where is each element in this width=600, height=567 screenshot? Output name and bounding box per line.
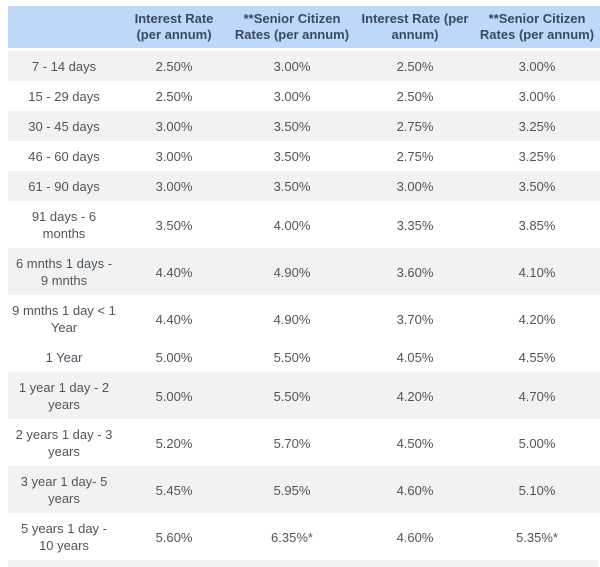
rate-cell: 4.00%	[273, 217, 311, 233]
rate-cell: 3.50%	[155, 217, 193, 233]
tenure-cell: 46 - 60 days	[28, 149, 100, 164]
rate-cell: 5.35%*	[516, 529, 558, 545]
rate-cell: 3.00%	[518, 89, 556, 104]
rate-cell: 4.70%	[474, 372, 600, 419]
rate-cell: 5.00%	[120, 372, 228, 419]
rate-cell: 3.25%	[518, 149, 556, 164]
header-tenure-blank	[8, 6, 120, 51]
rate-cell: 2.50%	[155, 89, 193, 104]
rate-cell: 2.75%	[356, 111, 474, 141]
table-row: 3 year 1 day- 5 years 5.45% 5.95% 4.60% 5.10…	[8, 466, 600, 513]
table-row: 9 mnths 1 day < 1 Year 4.40% 4.90% 3.70% 4.2…	[8, 295, 600, 342]
rate-cell: 5.00%	[518, 435, 556, 451]
rate-cell: 2.50%	[120, 49, 228, 81]
rate-cell: 3.00%	[228, 49, 356, 81]
tenure-cell: 5 years 1 day - 10 years	[21, 521, 107, 553]
partial-next-row-strip	[8, 560, 598, 567]
table-row: 5 years 1 day - 10 years 5.60% 6.35%* 4.60%…	[8, 513, 600, 560]
rate-cell: 3.00%	[474, 49, 600, 81]
tenure-cell: 3 year 1 day- 5 years	[8, 466, 120, 513]
rate-cell: 5.50%	[273, 350, 311, 365]
table-row: 1 year 1 day - 2 years 5.00% 5.50% 4.20% 4.7…	[8, 372, 600, 419]
table-row: 30 - 45 days 3.00% 3.50% 2.75% 3.25%	[8, 111, 600, 141]
tenure-cell: 1 year 1 day - 2 years	[8, 372, 120, 419]
table-row: 46 - 60 days 3.00% 3.50% 2.75% 3.25%	[8, 141, 600, 171]
rate-cell: 4.60%	[356, 466, 474, 513]
tenure-cell: 7 - 14 days	[8, 49, 120, 81]
rates-table-container: Interest Rate (per annum) **Senior Citiz…	[8, 6, 600, 560]
header-senior-citizen-1: **Senior Citizen Rates (per annum)	[228, 6, 356, 51]
rate-cell: 3.50%	[273, 149, 311, 164]
rate-cell: 5.20%	[155, 435, 193, 451]
rate-cell: 3.00%	[273, 89, 311, 104]
header-senior-citizen-2: **Senior Citizen Rates (per annum)	[474, 6, 600, 51]
table-row: 61 - 90 days 3.00% 3.50% 3.00% 3.50%	[8, 171, 600, 201]
table-row: 6 mnths 1 days - 9 mnths 4.40% 4.90% 3.60% 4…	[8, 248, 600, 295]
tenure-cell: 9 mnths 1 day < 1 Year	[12, 303, 116, 335]
rate-cell: 2.50%	[396, 89, 434, 104]
rate-cell: 3.00%	[120, 111, 228, 141]
rate-cell: 3.25%	[474, 111, 600, 141]
rate-cell: 3.00%	[356, 171, 474, 201]
rate-cell: 4.40%	[155, 311, 193, 327]
tenure-cell: 15 - 29 days	[28, 89, 100, 104]
rate-cell: 4.90%	[273, 311, 311, 327]
table-row: 7 - 14 days 2.50% 3.00% 2.50% 3.00%	[8, 49, 600, 81]
header-row: Interest Rate (per annum) **Senior Citiz…	[8, 6, 600, 51]
header-interest-rate-2: Interest Rate (per annum)	[356, 6, 474, 51]
rate-cell: 5.45%	[120, 466, 228, 513]
rate-cell: 4.55%	[518, 350, 556, 365]
tenure-cell: 61 - 90 days	[8, 171, 120, 201]
rate-cell: 4.50%	[396, 435, 434, 451]
rate-cell: 2.50%	[356, 49, 474, 81]
rate-cell: 3.50%	[228, 171, 356, 201]
rate-cell: 3.85%	[518, 217, 556, 233]
interest-rates-table: Interest Rate (per annum) **Senior Citiz…	[8, 6, 600, 560]
table-row: 1 Year 5.00% 5.50% 4.05% 4.55%	[8, 342, 600, 372]
rate-cell: 4.20%	[518, 311, 556, 327]
rate-cell: 5.70%	[273, 435, 311, 451]
rate-cell: 3.00%	[155, 149, 193, 164]
rate-cell: 3.50%	[474, 171, 600, 201]
rate-cell: 4.40%	[120, 248, 228, 295]
table-row: 2 years 1 day - 3 years 5.20% 5.70% 4.50% 5.…	[8, 419, 600, 466]
rate-cell: 3.00%	[120, 171, 228, 201]
rate-cell: 3.60%	[356, 248, 474, 295]
rate-cell: 4.90%	[228, 248, 356, 295]
rate-cell: 5.10%	[474, 466, 600, 513]
rate-cell: 5.00%	[155, 350, 193, 365]
rate-cell: 4.20%	[356, 372, 474, 419]
table-row: 91 days - 6 months 3.50% 4.00% 3.35% 3.85%	[8, 201, 600, 248]
tenure-cell: 91 days - 6 months	[31, 209, 97, 241]
rate-cell: 4.10%	[474, 248, 600, 295]
rate-cell: 4.05%	[396, 350, 434, 365]
rate-cell: 5.95%	[228, 466, 356, 513]
tenure-cell: 2 years 1 day - 3 years	[15, 427, 113, 459]
rate-cell: 3.50%	[228, 111, 356, 141]
rate-cell: 6.35%*	[271, 529, 313, 545]
tenure-cell: 6 mnths 1 days - 9 mnths	[8, 248, 120, 295]
rates-tbody: 7 - 14 days 2.50% 3.00% 2.50% 3.00% 15 - 29 d…	[8, 49, 600, 561]
tenure-cell: 1 Year	[45, 350, 83, 365]
rate-cell: 3.70%	[396, 311, 434, 327]
rates-table-header: Interest Rate (per annum) **Senior Citiz…	[8, 6, 600, 51]
tenure-cell: 30 - 45 days	[8, 111, 120, 141]
rate-cell: 4.60%	[396, 529, 434, 545]
rate-cell: 2.75%	[396, 149, 434, 164]
rate-cell: 3.35%	[396, 217, 434, 233]
table-row: 15 - 29 days 2.50% 3.00% 2.50% 3.00%	[8, 81, 600, 111]
rate-cell: 5.60%	[155, 529, 193, 545]
rate-cell: 5.50%	[228, 372, 356, 419]
header-interest-rate-1: Interest Rate (per annum)	[120, 6, 228, 51]
